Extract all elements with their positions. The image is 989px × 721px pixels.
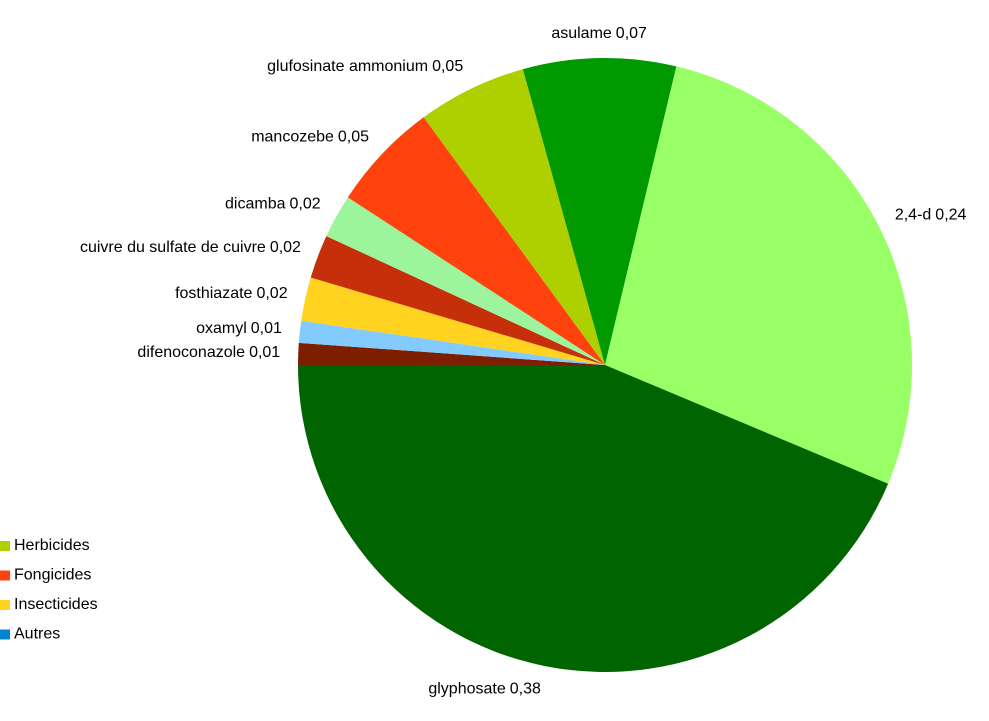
legend-label: Herbicides [14,537,90,554]
slice-category: glufosinate ammonium [267,58,428,75]
pie-slice [522,57,677,365]
pie-slice [326,197,605,365]
pie-slice [310,236,605,365]
legend-swatch [0,541,10,551]
slice-label: cuivre du sulfate de cuivre 0,02 [80,239,301,256]
slice-value: 0,02 [256,285,287,302]
slice-value: 0,02 [270,239,301,256]
legend-swatch [0,570,10,581]
slice-value: 0,07 [616,25,647,42]
slice-value: 0,01 [249,344,280,361]
legend-swatch [0,629,10,640]
slice-category: fosthiazate [175,285,252,302]
pie-slice [298,320,605,365]
slice-label: glufosinate ammonium 0,05 [267,58,463,75]
pie-slice [605,66,912,484]
slice-label: glyphosate 0,38 [428,681,541,698]
slice-value: 0,01 [251,320,282,337]
slice-label: mancozebe 0,05 [251,129,369,146]
slice-value: 0,05 [432,58,463,75]
pie-slice [298,365,889,672]
slice-label: fosthiazate 0,02 [175,285,288,302]
slice-category: 2,4-d [895,206,931,223]
slice-value: 0,38 [510,681,541,698]
slice-category: difenoconazole [137,344,245,361]
slice-category: cuivre du sulfate de cuivre [80,239,266,256]
slice-label: 2,4-d 0,24 [895,206,967,223]
slice-value: 0,05 [338,129,369,146]
slice-category: dicamba [225,196,286,213]
legend-label: Insecticides [14,596,98,613]
slice-value: 0,24 [935,206,966,223]
pie-slice [423,69,605,365]
slice-label: difenoconazole 0,01 [137,344,280,361]
legend-swatch [0,600,10,610]
slice-label: oxamyl 0,01 [196,320,282,337]
slice-category: asulame [551,25,612,42]
legend-label: Autres [14,626,60,643]
pie-slice [301,277,605,365]
slice-category: oxamyl [196,320,247,337]
slice-value: 0,02 [290,196,321,213]
legend-label: Fongicides [14,567,91,584]
pie-slice [347,117,605,366]
slice-category: glyphosate [428,681,505,698]
pie-slice [298,342,605,365]
slice-label: asulame 0,07 [551,25,647,42]
slice-category: mancozebe [251,129,334,146]
slice-label: dicamba 0,02 [225,196,321,213]
